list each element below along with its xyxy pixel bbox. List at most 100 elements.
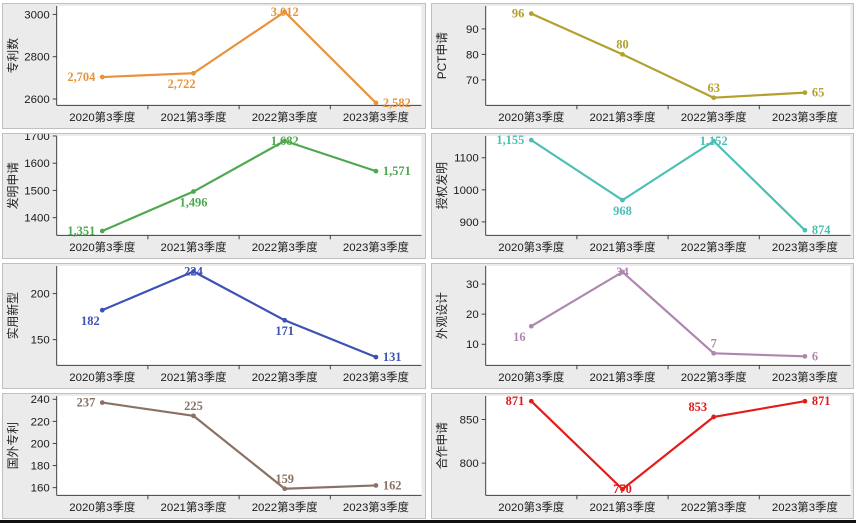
plot-area <box>56 135 422 236</box>
y-tick-label: 900 <box>459 217 478 229</box>
x-tick-label: 2021第3季度 <box>160 240 226 254</box>
x-tick-label: 2023第3季度 <box>771 110 837 124</box>
y-axis-title: 合作申请 <box>434 422 448 469</box>
x-tick-label: 2020第3季度 <box>498 110 564 124</box>
data-point <box>710 414 716 420</box>
x-tick-label: 2022第3季度 <box>252 240 318 254</box>
x-tick-label: 2023第3季度 <box>343 500 409 514</box>
data-point <box>802 227 807 233</box>
data-point <box>282 317 288 323</box>
data-value-label: 171 <box>275 324 294 338</box>
data-point <box>282 486 288 492</box>
x-tick-label: 2022第3季度 <box>252 110 318 124</box>
x-tick-label: 2021第3季度 <box>589 110 655 124</box>
y-tick-label: 150 <box>31 335 50 347</box>
data-value-label: 1,351 <box>67 224 95 238</box>
x-tick-label: 2023第3季度 <box>343 240 409 254</box>
y-tick-label: 1600 <box>24 158 49 170</box>
data-point <box>99 74 105 80</box>
data-value-label: 63 <box>707 81 719 95</box>
line-chart-授权发明: 900 1000 1100 2020第3季度 2021第3季度 2022第3季度 2023第… <box>434 134 851 254</box>
data-point <box>373 168 379 174</box>
y-tick-label: 90 <box>466 24 479 36</box>
data-point <box>802 398 807 404</box>
data-value-label: 2,582 <box>383 96 411 110</box>
data-value-label: 871 <box>811 394 830 408</box>
y-tick-label: 80 <box>466 49 479 61</box>
data-value-label: 225 <box>184 399 203 413</box>
data-value-label: 871 <box>505 394 524 408</box>
y-axis-title: 实用新型 <box>6 292 20 339</box>
data-point <box>373 354 379 360</box>
data-point <box>99 228 105 234</box>
line-chart-合作申请: 800 850 2020第3季度 2021第3季度 2022第3季度 2023第3季度 合作… <box>434 394 851 514</box>
data-value-label: 1,496 <box>180 195 208 209</box>
y-tick-label: 1400 <box>24 213 49 225</box>
x-tick-label: 2021第3季度 <box>160 500 226 514</box>
y-tick-label: 200 <box>31 438 50 450</box>
data-point <box>99 400 105 405</box>
x-tick-label: 2021第3季度 <box>160 370 226 384</box>
x-tick-label: 2020第3季度 <box>498 500 564 514</box>
y-tick-label: 1500 <box>24 185 49 197</box>
plot-area <box>56 395 422 496</box>
data-value-label: 874 <box>811 223 830 237</box>
data-point <box>619 269 625 275</box>
data-line <box>101 270 378 359</box>
y-axis-title: 国外专利 <box>6 422 20 469</box>
data-line <box>529 270 806 358</box>
y-tick-label: 10 <box>466 339 479 351</box>
y-tick-label: 200 <box>31 289 50 301</box>
plot-area <box>485 265 851 366</box>
y-tick-label: 1000 <box>453 185 478 197</box>
x-tick-label: 2021第3季度 <box>589 370 655 384</box>
data-value-label: 1,682 <box>271 134 299 148</box>
data-value-label: 1,155 <box>496 134 524 147</box>
data-line <box>529 139 806 232</box>
charts-grid: 2600 2800 3000 2020第3季度 2021第3季度 2022第3季度 2023… <box>2 3 854 519</box>
data-line <box>101 139 378 233</box>
data-value-label: 34 <box>616 265 628 279</box>
data-value-label: 770 <box>613 482 632 496</box>
line-chart-发明申请: 1400 1500 1600 1700 2020第3季度 2021第3季度 2022第3季度… <box>6 134 422 254</box>
chart-panel-专利数: 2600 2800 3000 2020第3季度 2021第3季度 2022第3季度 2023… <box>2 3 426 129</box>
x-tick-label: 2023第3季度 <box>771 240 837 254</box>
bottom-window-edge <box>0 520 856 523</box>
data-point <box>191 269 196 274</box>
y-axis-title: PCT申请 <box>434 32 448 79</box>
y-tick-label: 1100 <box>454 153 479 165</box>
data-value-label: 853 <box>688 400 707 414</box>
data-value-label: 65 <box>811 86 823 100</box>
x-tick-label: 2022第3季度 <box>680 240 746 254</box>
data-point <box>528 398 534 404</box>
data-point <box>282 9 288 15</box>
data-value-label: 3,012 <box>271 5 299 19</box>
data-point <box>802 90 807 95</box>
x-tick-label: 2020第3季度 <box>498 240 564 254</box>
y-tick-label: 1700 <box>24 134 49 143</box>
chart-panel-授权发明: 900 1000 1100 2020第3季度 2021第3季度 2022第3季度 2023第… <box>430 133 854 259</box>
y-tick-label: 2600 <box>24 94 49 106</box>
chart-panel-PCT申请: 70 80 90 2020第3季度 2021第3季度 2022第3季度 2023第3季度 PC… <box>430 3 854 129</box>
data-point <box>191 189 196 194</box>
y-axis-title: 专利数 <box>6 38 20 74</box>
y-tick-label: 30 <box>466 279 479 291</box>
chart-panel-外观设计: 10 20 30 2020第3季度 2021第3季度 2022第3季度 2023第3季度 外观… <box>430 263 854 389</box>
data-value-label: 2,722 <box>168 77 196 91</box>
data-point <box>282 138 288 144</box>
data-value-label: 1,152 <box>699 134 727 148</box>
data-point <box>373 100 379 106</box>
data-line <box>529 12 806 99</box>
data-line <box>101 401 378 490</box>
data-point <box>710 350 716 356</box>
y-tick-label: 2800 <box>24 52 49 64</box>
x-tick-label: 2022第3季度 <box>252 500 318 514</box>
plot-area <box>485 135 851 236</box>
data-point <box>191 70 196 76</box>
line-chart-外观设计: 10 20 30 2020第3季度 2021第3季度 2022第3季度 2023第3季度 外观… <box>434 265 851 384</box>
x-tick-label: 2020第3季度 <box>498 370 564 384</box>
data-point <box>802 353 807 359</box>
x-tick-label: 2022第3季度 <box>680 110 746 124</box>
x-tick-label: 2020第3季度 <box>69 110 135 124</box>
x-tick-label: 2023第3季度 <box>771 370 837 384</box>
